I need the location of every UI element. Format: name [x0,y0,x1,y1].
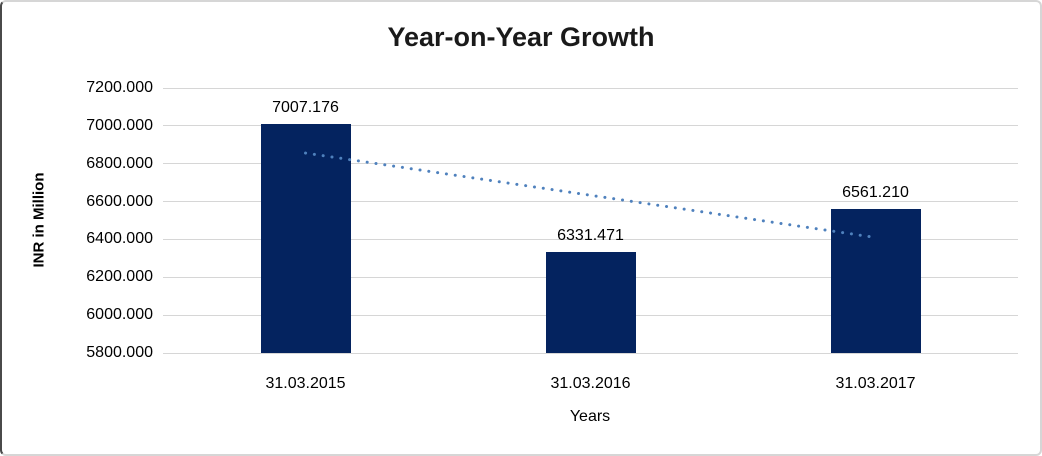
gridline [163,201,1018,203]
y-tick-label: 7200.000 [86,79,153,96]
gridline [163,163,1018,165]
y-tick-label: 7000.000 [86,116,153,134]
bar [545,252,636,353]
plot-area [163,87,1018,354]
x-axis-title: Years [569,408,611,425]
trendline-svg [304,151,877,239]
y-tick-label: 6400.000 [86,230,153,248]
bar-data-label: 6331.471 [557,227,624,245]
bar [260,124,351,353]
y-tick-label: 6000.000 [86,306,153,324]
chart-title: Year-on-Year Growth [387,22,655,52]
x-tick-label: 31.03.2015 [265,375,346,392]
y-axis-title: INR in Million [30,172,48,268]
bar-data-label: 7007.176 [272,99,339,117]
x-tick-label: 31.03.2017 [835,375,916,392]
y-tick-label: 5800.000 [86,344,153,361]
y-tick-label: 6600.000 [86,192,153,210]
gridline [163,87,1018,89]
trendline [304,151,877,239]
bar [830,208,921,353]
y-tick-label: 6800.000 [86,154,153,172]
bar-data-label: 6561.210 [842,183,909,201]
gridline [163,238,1018,240]
y-tick-label: 6200.000 [86,268,153,286]
gridline [163,352,1018,354]
gridline [163,125,1018,127]
x-tick-label: 31.03.2016 [550,375,631,392]
